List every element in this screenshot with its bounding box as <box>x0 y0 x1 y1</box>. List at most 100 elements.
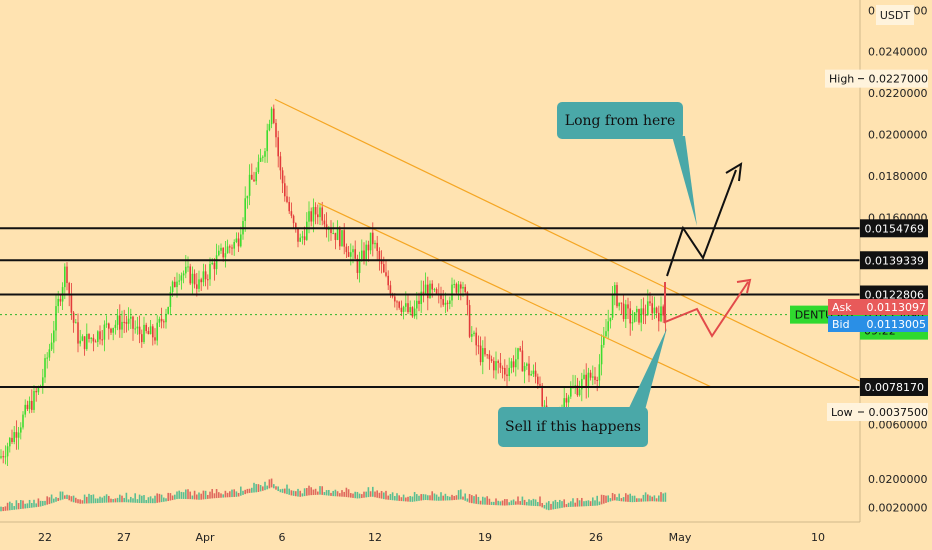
volume-bar <box>625 493 627 502</box>
volume-bar <box>453 495 455 501</box>
volume-bar <box>257 484 260 493</box>
volume-bar <box>457 490 460 500</box>
ask-tag-label: Ask <box>832 301 852 314</box>
candle-body <box>416 300 418 309</box>
volume-bar <box>266 485 268 490</box>
volume-bar <box>350 493 352 498</box>
candle-body <box>253 179 255 182</box>
volume-bar <box>86 496 88 504</box>
volume-bar <box>653 495 656 502</box>
volume-bar <box>482 496 484 505</box>
volume-bar <box>497 500 499 506</box>
volume-bar <box>290 490 293 496</box>
volume-bar <box>174 494 176 500</box>
volume-bar <box>517 496 519 505</box>
candle-body <box>510 361 513 368</box>
candle-body <box>451 284 453 301</box>
volume-bar <box>321 486 323 495</box>
candle-body <box>75 322 77 324</box>
candle-body <box>44 358 46 378</box>
candle-body <box>286 196 288 202</box>
candle-body <box>407 303 409 313</box>
candle-body <box>484 348 486 355</box>
x-tick-label: 19 <box>478 531 492 544</box>
candle-body <box>244 198 246 221</box>
candle-body <box>251 174 253 180</box>
volume-bar <box>475 494 477 504</box>
candle-body <box>127 318 130 324</box>
candle-body <box>583 374 585 379</box>
candle-body <box>565 398 568 403</box>
volume-bar <box>600 494 603 505</box>
candle-body <box>372 232 374 245</box>
volume-bar <box>79 499 81 504</box>
volume-bar <box>488 498 491 505</box>
candle-body <box>138 326 141 335</box>
level-tag-bg <box>860 377 928 396</box>
candle-body <box>429 283 431 299</box>
candle-body <box>308 211 310 222</box>
volume-bar <box>367 487 370 498</box>
volume-bar <box>231 489 233 498</box>
candle-body <box>352 249 354 253</box>
candle-body <box>356 258 359 273</box>
candle-body <box>11 437 13 442</box>
volume-bar <box>189 491 191 500</box>
candle-body <box>477 345 480 347</box>
candle-body <box>462 286 464 289</box>
volume-bar <box>158 493 161 503</box>
candle-body <box>66 266 68 283</box>
volume-bar <box>103 495 106 503</box>
volume-bar <box>138 494 141 504</box>
candle-body <box>321 207 323 221</box>
volume-bar <box>53 498 55 503</box>
volume-bar <box>455 495 458 500</box>
candle-body <box>13 432 15 442</box>
volume-bar <box>521 496 524 505</box>
candle-body <box>79 340 81 344</box>
candle-series <box>0 104 667 467</box>
short-scenario-arrow <box>664 278 752 338</box>
volume-bar <box>145 499 147 504</box>
volume-bar <box>532 498 535 506</box>
volume-bar <box>253 482 255 493</box>
candle-body <box>301 236 304 238</box>
candle-body <box>633 312 636 323</box>
y-tick-label: 0.0200000 <box>868 129 928 142</box>
volume-bar <box>523 499 526 506</box>
volume-bar <box>339 493 341 497</box>
candle-body <box>442 299 444 305</box>
candle-body <box>530 374 532 376</box>
volume-bar <box>237 492 240 497</box>
x-tick-label: 27 <box>117 531 131 544</box>
candle-body <box>125 322 128 324</box>
volume-bar <box>559 499 561 509</box>
volume-bar <box>336 491 339 497</box>
volume-bar <box>378 492 381 499</box>
volume-bar <box>207 494 209 499</box>
volume-bar <box>486 496 488 505</box>
candle-body <box>378 250 381 261</box>
x-axis-ticks: 22 27 Apr 6 12 19 26 May 10 <box>38 531 825 544</box>
volume-bar <box>163 497 165 502</box>
candle-body <box>473 332 475 335</box>
volume-bar <box>279 489 282 493</box>
volume-bar <box>312 489 315 496</box>
volume-bar <box>200 493 202 500</box>
volume-bar <box>369 491 372 497</box>
volume-bar <box>541 503 543 508</box>
callout-sell-pointer <box>628 328 667 410</box>
volume-bar <box>121 495 123 503</box>
candle-body <box>488 354 491 360</box>
volume-bar <box>468 494 471 503</box>
volume-bar <box>55 497 57 502</box>
candle-body <box>660 306 662 322</box>
volume-bar <box>270 478 273 488</box>
volume-bar <box>508 502 510 506</box>
volume-bar <box>592 497 594 506</box>
candle-body <box>176 281 178 288</box>
candle-body <box>475 332 477 346</box>
volume-bar <box>398 495 400 501</box>
volume-bar <box>248 488 251 493</box>
